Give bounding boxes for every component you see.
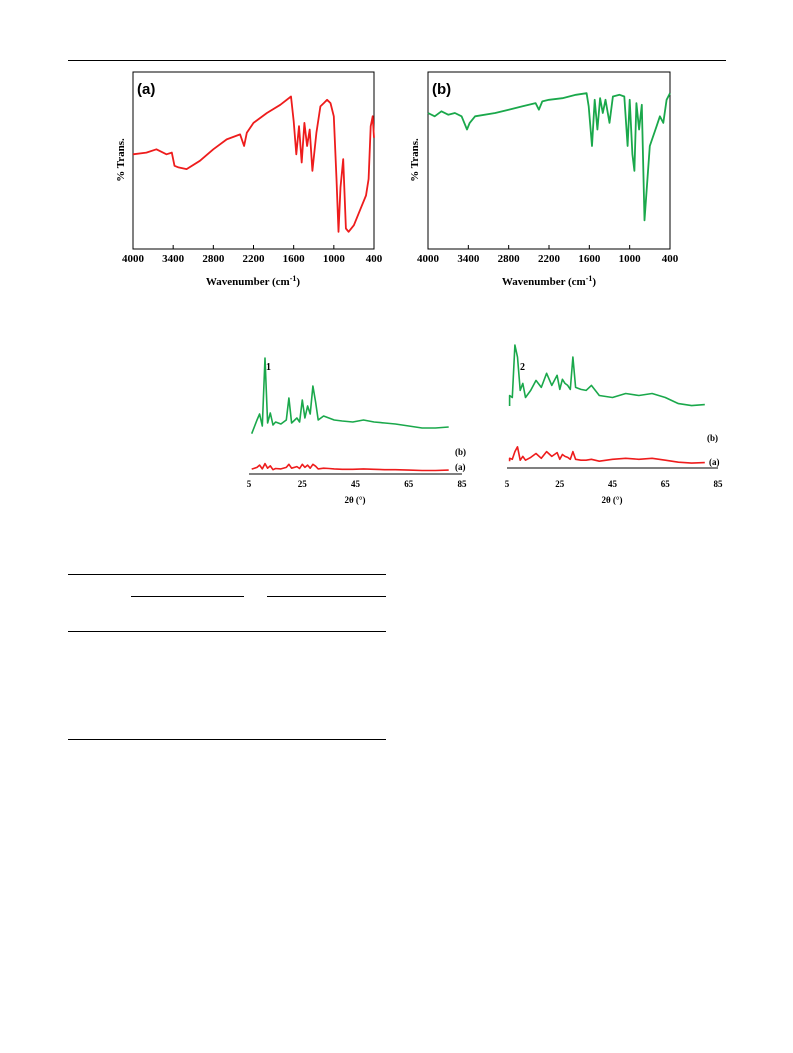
- legend-label-a: (a): [709, 457, 720, 467]
- x-tick-label: 4000: [417, 253, 440, 265]
- series-line: [508, 344, 705, 407]
- table-header-rule: [68, 631, 386, 632]
- header-rule: [68, 60, 726, 61]
- x-tick-label: 45: [608, 479, 618, 489]
- x-tick-label: 400: [366, 253, 383, 265]
- x-tick-label: 1000: [619, 253, 642, 265]
- legend-label-b: (b): [707, 433, 718, 443]
- x-tick-label: 85: [714, 479, 724, 489]
- ftir-chart-a: (a) % Trans. Wavenumber (cm-1) 4000 3400 2…: [115, 71, 383, 288]
- table-bottom-rule: [68, 739, 386, 740]
- xrd-chart-1: 1 2θ (°) (b) (a) 5 25 45 65 85: [247, 357, 468, 505]
- legend-label-a: (a): [455, 462, 466, 472]
- x-axis-label: Wavenumber (cm-1): [502, 274, 597, 288]
- x-tick-label: 3400: [162, 253, 185, 265]
- x-tick-label: 65: [661, 479, 671, 489]
- panel-label: 1: [266, 362, 271, 373]
- xrd-chart-2: 2 2θ (°) (b) (a) 5 25 45 65 85: [505, 344, 724, 505]
- x-tick-label: 1600: [578, 253, 601, 265]
- x-axis-label: 2θ (°): [344, 495, 365, 505]
- series-line: [508, 446, 705, 464]
- table-group-rule-2: [267, 596, 386, 597]
- series-line: [251, 462, 449, 472]
- x-tick-label: 400: [662, 253, 679, 265]
- x-tick-label: 5: [505, 479, 510, 489]
- x-tick-label: 2200: [538, 253, 561, 265]
- x-tick-label: 45: [351, 479, 361, 489]
- panel-label: 2: [520, 362, 525, 373]
- table-top-rule: [68, 574, 386, 575]
- legend-label-b: (b): [455, 447, 466, 457]
- series-line: [250, 357, 449, 434]
- panel-label: (a): [137, 81, 155, 98]
- series-line: [132, 95, 375, 233]
- x-tick-label: 2800: [498, 253, 521, 265]
- x-tick-label: 2800: [202, 253, 225, 265]
- x-axis-label: 2θ (°): [601, 495, 622, 505]
- y-axis-label: % Trans.: [115, 138, 127, 182]
- x-tick-label: 65: [404, 479, 414, 489]
- table-group-rule-1: [131, 596, 244, 597]
- x-tick-label: 5: [247, 479, 252, 489]
- x-tick-label: 25: [555, 479, 565, 489]
- x-tick-label: 25: [298, 479, 308, 489]
- x-axis-label: Wavenumber (cm-1): [206, 274, 301, 288]
- series-line: [427, 92, 671, 222]
- x-tick-label: 2200: [243, 253, 266, 265]
- x-tick-label: 1600: [283, 253, 306, 265]
- x-tick-label: 4000: [122, 253, 145, 265]
- x-tick-label: 1000: [323, 253, 346, 265]
- ftir-chart-b: (b) % Trans. Wavenumber (cm-1) 4000 3400 2…: [409, 71, 679, 288]
- x-tick-label: 3400: [457, 253, 480, 265]
- x-tick-label: 85: [458, 479, 468, 489]
- y-axis-label: % Trans.: [409, 138, 421, 182]
- panel-label: (b): [432, 81, 451, 98]
